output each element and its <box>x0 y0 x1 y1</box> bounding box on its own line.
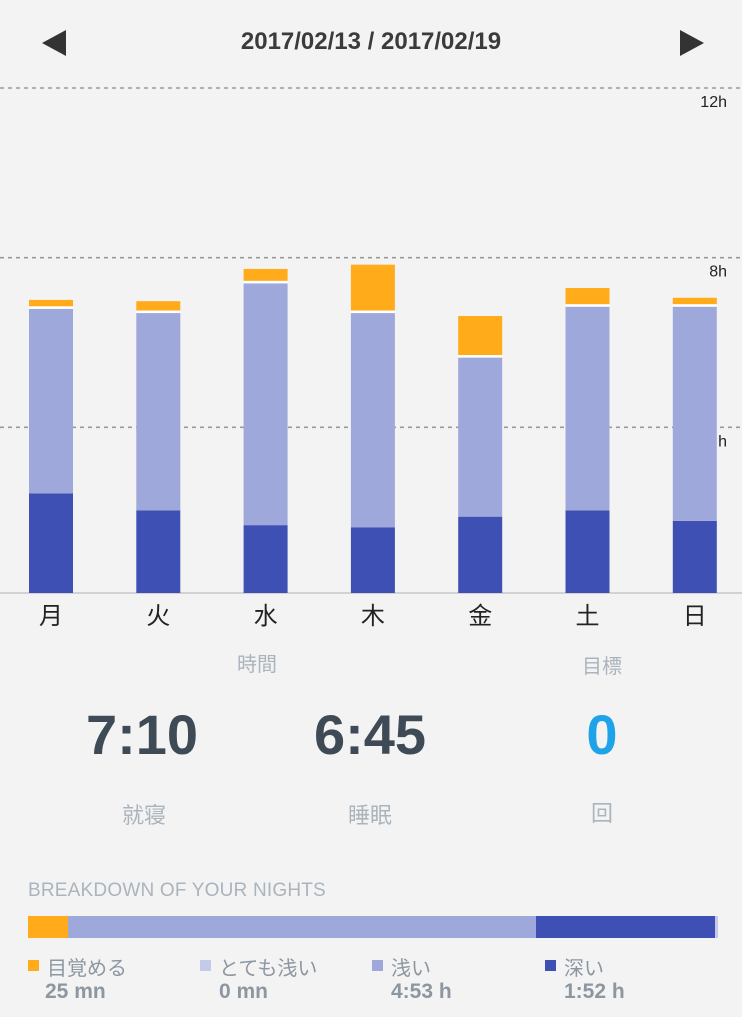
legend-swatch-very-light <box>200 960 211 971</box>
breakdown-segment-very-light <box>715 916 718 938</box>
legend-swatch-deep <box>545 960 556 971</box>
weekly-sleep-chart: 12h 8h h 月 火 水 木 金 土 日 <box>0 87 742 630</box>
stats-panel: 時間 目標 7:10 6:45 0 就寝 睡眠 回 <box>0 640 742 840</box>
bar-segment-light <box>136 313 181 511</box>
day-label: 火 <box>146 602 170 630</box>
bar-segment-light <box>565 306 610 511</box>
bar-segment-very-light <box>672 304 717 307</box>
bar-segment-awake <box>458 316 503 356</box>
previous-week-arrow-icon[interactable] <box>42 30 66 56</box>
y-tick-label: h <box>718 433 727 450</box>
day-label: 月 <box>39 602 63 630</box>
legend-label-deep: 深い <box>564 956 604 980</box>
day-label: 金 <box>468 602 492 630</box>
bar-segment-awake <box>672 297 717 305</box>
day-label: 木 <box>361 602 385 630</box>
legend-label-awake: 目覚める <box>47 956 127 980</box>
bar-segment-light <box>29 308 73 494</box>
bar-segment-awake <box>565 288 610 305</box>
bar-segment-very-light <box>350 310 395 314</box>
day-label: 日 <box>683 602 707 630</box>
bar-segment-deep <box>458 516 503 593</box>
legend-value-very-light: 0 mn <box>219 980 269 1003</box>
bar-segment-light <box>672 306 717 521</box>
sleep-value: 6:45 <box>313 703 427 766</box>
day-label: 土 <box>576 602 600 630</box>
bar-segment-very-light <box>136 310 181 314</box>
bar-segment-light <box>458 357 503 517</box>
breakdown-segment-awake <box>28 916 69 938</box>
next-week-arrow-icon[interactable] <box>680 30 704 56</box>
legend-label-very-light: とても浅い <box>219 956 318 980</box>
bar-segment-deep <box>243 525 288 593</box>
bar-segment-awake <box>29 299 73 307</box>
date-range: 2017/02/13 / 2017/02/19 <box>240 28 502 55</box>
bar-segment-very-light <box>458 355 503 358</box>
legend-swatch-awake <box>28 960 39 971</box>
legend-value-awake: 25 mn <box>45 980 106 1003</box>
bar-segment-very-light <box>565 304 610 307</box>
bar-segment-deep <box>672 520 717 593</box>
y-tick-label: 8h <box>709 264 727 281</box>
breakdown-segment-deep <box>535 916 716 938</box>
bar-segment-deep <box>136 510 181 593</box>
legend-swatch-light <box>372 960 383 971</box>
bar-segment-very-light <box>29 306 73 309</box>
legend-label-light: 浅い <box>391 956 431 980</box>
y-tick-label: 12h <box>700 94 727 111</box>
bedtime-value: 7:10 <box>85 703 199 766</box>
breakdown-bar <box>28 916 718 938</box>
legend-value-deep: 1:52 h <box>564 980 625 1003</box>
bar-segment-awake <box>350 264 395 311</box>
bar-segment-awake <box>136 301 181 311</box>
bar-segment-light <box>350 313 395 528</box>
goal-unit: 回 <box>590 802 613 827</box>
legend-value-light: 4:53 h <box>391 980 452 1003</box>
duration-heading: 時間 <box>237 652 277 676</box>
bar-segment-very-light <box>243 280 288 284</box>
bar-segment-deep <box>350 527 395 593</box>
goal-heading: 目標 <box>582 654 622 678</box>
bedtime-label: 就寝 <box>121 804 166 829</box>
header: 2017/02/13 / 2017/02/19 <box>0 0 742 88</box>
bar-segment-light <box>243 283 288 526</box>
breakdown-segment-light <box>68 916 536 938</box>
day-label: 水 <box>254 602 278 630</box>
bar-segment-deep <box>565 510 610 593</box>
goal-value: 0 <box>586 703 618 766</box>
bar-segment-deep <box>29 493 73 593</box>
sleep-label: 睡眠 <box>347 804 392 829</box>
bar-segment-awake <box>243 268 288 281</box>
breakdown-title: BREAKDOWN OF YOUR NIGHTS <box>28 880 326 901</box>
